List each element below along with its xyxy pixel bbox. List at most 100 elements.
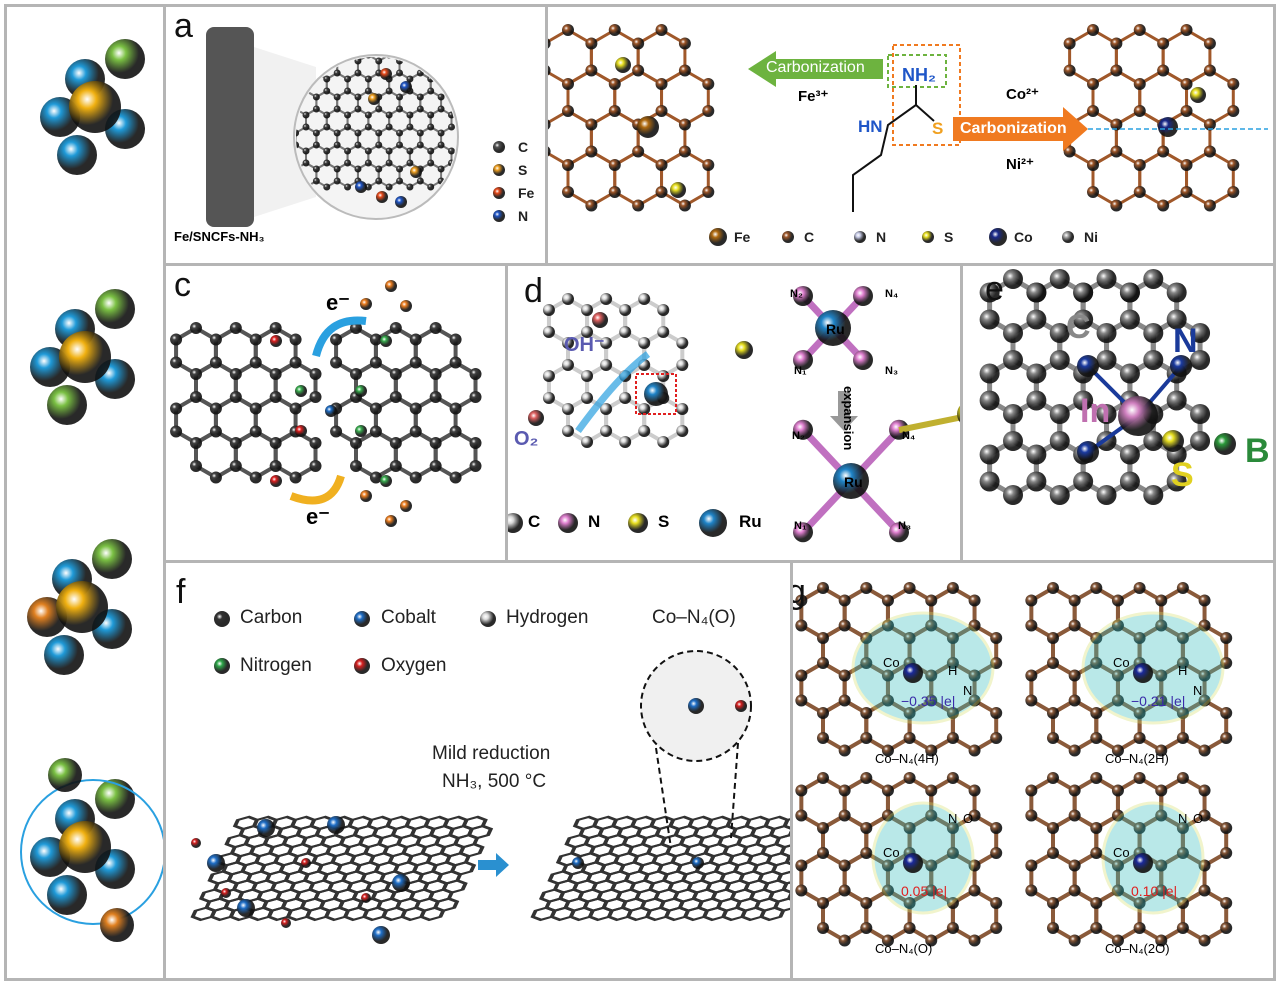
carbon-atom	[406, 183, 414, 191]
carbon-atom	[860, 847, 873, 859]
bond	[950, 888, 999, 943]
co-atom	[1133, 663, 1153, 683]
n-atom	[889, 522, 909, 543]
carbon-atom	[638, 337, 651, 349]
carbon-atom	[678, 199, 691, 212]
carbon-atom	[1087, 105, 1099, 117]
carbon-atom	[1026, 444, 1047, 465]
carbon-atom	[1198, 859, 1211, 872]
carbon-atom	[903, 707, 916, 719]
atom-label: Co	[883, 655, 900, 670]
carbon-atom	[190, 368, 202, 380]
carbon-atom	[979, 309, 1000, 330]
atom-label: Co	[883, 845, 900, 860]
carbon-atom	[619, 326, 632, 338]
carbon-atom	[1119, 444, 1140, 465]
carbon-atom	[1047, 822, 1059, 834]
carbon-atom	[312, 129, 320, 137]
carbon-atom	[655, 186, 668, 198]
carbon-atom	[1220, 707, 1233, 719]
carbon-atom	[838, 694, 851, 707]
s-label: S	[1171, 456, 1194, 494]
carbon-atom	[427, 87, 435, 95]
carbon-atom	[619, 436, 632, 448]
carbon-atom	[1133, 707, 1146, 719]
carbon-atom	[1026, 471, 1047, 492]
carbon-atom	[838, 884, 851, 897]
carbon-atom	[385, 123, 393, 131]
carbon-atom	[209, 425, 222, 438]
carbon-atom	[309, 391, 322, 403]
carbon-atom	[350, 460, 362, 472]
n4-label-bottom: N₄	[902, 430, 916, 442]
carbon-atom	[619, 304, 632, 316]
carbon-atom	[409, 356, 422, 369]
carbon-atom	[190, 437, 202, 449]
bond	[273, 429, 318, 480]
carbon-atom	[632, 37, 645, 50]
carbon-atom	[323, 123, 331, 131]
carbon-atom	[1049, 323, 1070, 343]
carbon-atom	[1198, 744, 1211, 757]
satellite-sphere	[105, 39, 145, 79]
oxygen-atom	[221, 888, 231, 898]
carbon-atom	[795, 594, 808, 607]
structure-2	[795, 772, 1003, 947]
carbon-atom	[344, 183, 352, 191]
carbon-atom	[881, 809, 894, 822]
carbon-atom	[542, 304, 555, 316]
structure-caption: Co–N₄(4H)	[875, 751, 939, 766]
carbon-atom	[946, 582, 959, 594]
carbon-atom	[562, 293, 574, 305]
dopant-atom	[400, 81, 412, 93]
bond	[566, 149, 617, 208]
carbon-atom	[302, 147, 310, 155]
carbon-atom	[542, 392, 555, 404]
legend-dot	[558, 513, 578, 533]
legend-dot	[1062, 231, 1074, 243]
charge-density-isosurface	[1081, 611, 1225, 725]
carbon-atom	[968, 784, 981, 797]
carbon-atom	[1047, 732, 1059, 744]
dopant-atom	[355, 181, 367, 193]
carbon-atom	[1220, 847, 1233, 859]
inset-title: Co–N₄(O)	[652, 607, 736, 628]
carbon-atom	[925, 809, 938, 822]
carbon-atom	[1025, 884, 1038, 897]
carbon-atom	[817, 847, 829, 859]
carbon-atom	[1073, 282, 1094, 303]
satellite-sphere	[47, 385, 87, 425]
carbon-atom	[608, 24, 621, 36]
carbon-atom	[676, 359, 689, 371]
carbon-atom	[1068, 619, 1081, 632]
carbon-atom	[1198, 694, 1211, 707]
carbon-atom	[990, 732, 1003, 744]
carbon-atom	[1157, 199, 1170, 212]
carbon-atom	[903, 632, 916, 644]
carbon-atom	[1133, 186, 1146, 198]
carbon-atom	[585, 118, 598, 131]
carbon-atom	[330, 356, 343, 369]
carbon-atom	[585, 145, 598, 158]
carbon-atom	[416, 105, 424, 113]
electron-top: e⁻	[326, 290, 350, 315]
carbon-atom	[469, 368, 482, 380]
carbon-atom	[925, 619, 938, 632]
carbon-atom	[385, 147, 393, 155]
ion-fe: Fe³⁺	[798, 88, 829, 105]
panel-label-g: g	[793, 573, 806, 612]
bond	[821, 698, 869, 753]
carbon-atom	[309, 437, 322, 449]
carbon-atom	[1003, 269, 1023, 289]
carbon-atom	[449, 356, 462, 369]
left-column-clusters	[4, 4, 166, 981]
carbon-atom	[269, 368, 282, 380]
carbon-atom	[860, 772, 873, 784]
carbon-atom	[817, 772, 829, 784]
carbon-atom	[990, 707, 1003, 719]
carbon-atom	[925, 744, 938, 757]
carbon-atom	[608, 105, 621, 117]
n1-label-bottom: N₁	[794, 520, 807, 532]
carbon-atom	[312, 165, 320, 173]
satellite-sphere	[95, 289, 135, 329]
